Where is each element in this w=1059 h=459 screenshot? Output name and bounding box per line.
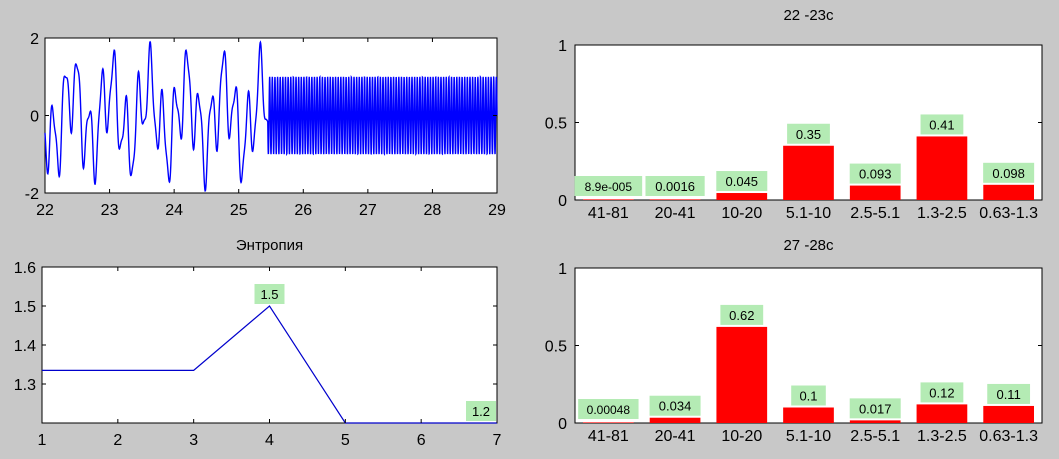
y-tick-label: 0.5 [545, 339, 567, 356]
data-label: 0.045 [726, 174, 759, 189]
data-label-box [849, 163, 901, 184]
x-tick-label: 20-41 [655, 205, 696, 222]
x-tick-label: 25 [230, 202, 248, 219]
x-tick-label: 22 [36, 202, 54, 219]
x-tick-label: 2.5-5.1 [850, 205, 900, 222]
chart-title: 27 -28c [783, 237, 834, 254]
data-label: 0.1 [799, 389, 817, 404]
x-tick-label: 0.63-1.3 [979, 428, 1038, 445]
bar [583, 422, 634, 423]
x-tick-label: 7 [493, 432, 502, 449]
x-tick-label: 10-20 [721, 428, 762, 445]
bar [649, 417, 701, 423]
data-label-box [578, 399, 639, 419]
y-tick-label: 0 [558, 416, 567, 433]
x-tick-label: 27 [359, 202, 377, 219]
data-label: 0.00048 [587, 403, 631, 417]
x-tick-label: 26 [294, 202, 312, 219]
x-tick-label: 5.1-10 [786, 428, 831, 445]
data-label: 0.41 [929, 117, 954, 132]
bar [716, 193, 768, 200]
bar [716, 326, 768, 423]
data-label-box [987, 383, 1031, 404]
bar [849, 420, 901, 423]
data-label-box [645, 176, 705, 196]
data-label: 0.35 [796, 127, 821, 142]
data-label: 0.12 [929, 385, 954, 400]
x-tick-label: 10-20 [721, 205, 762, 222]
data-label: 0.62 [729, 308, 754, 323]
x-tick-label: 41-81 [588, 428, 629, 445]
x-tick-label: 28 [424, 202, 442, 219]
bar [783, 145, 834, 200]
x-tick-label: 41-81 [588, 205, 629, 222]
data-label: 0.0016 [655, 179, 695, 194]
data-label: 0.093 [859, 167, 892, 182]
chart-title: Энтропия [236, 237, 303, 254]
y-tick-label: -2 [25, 186, 39, 203]
data-label-box [791, 385, 826, 406]
x-tick-label: 1 [38, 432, 47, 449]
y-tick-label: 1.6 [14, 260, 36, 277]
data-label: 0.034 [659, 399, 692, 414]
x-tick-label: 2.5-5.1 [850, 428, 900, 445]
data-label-box [649, 395, 701, 416]
x-tick-label: 4 [265, 432, 274, 449]
y-tick-label: 0.5 [545, 116, 567, 133]
y-tick-label: 1 [558, 38, 567, 55]
data-label: 0.017 [859, 401, 892, 416]
y-tick-label: 1.5 [14, 299, 36, 316]
data-label-box [716, 171, 768, 192]
bar [583, 199, 634, 200]
data-label-box [983, 162, 1035, 183]
x-tick-label: 1.3-2.5 [917, 428, 967, 445]
x-tick-label: 5.1-10 [786, 205, 831, 222]
x-tick-label: 23 [101, 202, 119, 219]
y-tick-label: 1.3 [14, 377, 36, 394]
data-label-box [466, 401, 496, 421]
y-tick-label: 0 [558, 193, 567, 210]
bar [983, 184, 1034, 200]
data-label-box [920, 114, 964, 135]
data-label-box [787, 123, 830, 144]
x-tick-label: 6 [417, 432, 426, 449]
bar [849, 185, 901, 200]
bar [983, 405, 1034, 423]
x-tick-label: 2 [113, 432, 122, 449]
chart-title: 22 -23c [783, 7, 834, 24]
x-tick-label: 1.3-2.5 [917, 205, 967, 222]
x-tick-label: 29 [488, 202, 506, 219]
data-label: 0.11 [996, 387, 1020, 402]
x-tick-label: 0.63-1.3 [979, 205, 1038, 222]
bar [783, 407, 834, 423]
signal-series-line [44, 40, 498, 192]
data-label-box [849, 398, 901, 419]
x-tick-label: 20-41 [655, 428, 696, 445]
bar [916, 136, 968, 200]
bar [649, 199, 701, 200]
data-label-box [254, 284, 285, 304]
x-tick-label: 24 [165, 202, 183, 219]
bar [916, 404, 968, 423]
data-label-box [574, 176, 643, 196]
data-label: 8.9e-005 [585, 180, 633, 194]
data-label-box [920, 382, 964, 403]
data-label-box [720, 304, 764, 325]
x-tick-label: 5 [341, 432, 350, 449]
y-tick-label: 1.4 [14, 338, 36, 355]
data-label: 1.5 [260, 287, 278, 302]
y-tick-label: 1 [558, 261, 567, 278]
y-tick-label: 0 [30, 109, 39, 126]
x-tick-label: 3 [189, 432, 198, 449]
data-label: 0.098 [992, 166, 1025, 181]
y-tick-label: 2 [30, 31, 39, 48]
data-label: 1.2 [472, 404, 490, 419]
